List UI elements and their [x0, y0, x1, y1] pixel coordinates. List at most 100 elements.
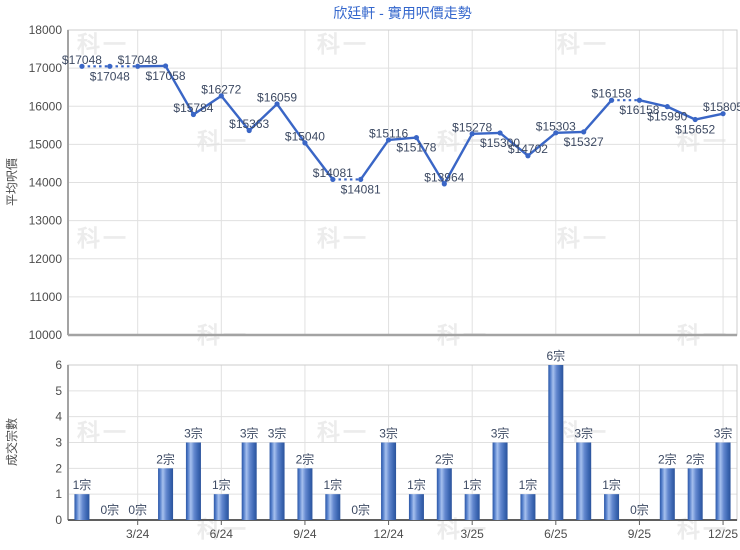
price-data-point	[608, 97, 615, 103]
volume-y-tick-label: 4	[55, 410, 62, 424]
price-data-point	[330, 176, 336, 183]
price-point-label: $17048	[90, 69, 130, 83]
price-data-point	[218, 93, 224, 99]
price-point-label: $15784	[173, 101, 213, 115]
volume-bar	[213, 494, 229, 520]
volume-bar-label: 2宗	[658, 451, 677, 466]
volume-bar	[548, 365, 564, 520]
price-y-tick-label: 17000	[29, 61, 63, 75]
price-data-point	[358, 176, 364, 183]
volume-bar-label: 2宗	[435, 451, 454, 466]
volume-bar	[576, 442, 592, 520]
price-line-segment	[638, 99, 669, 108]
volume-y-tick-label: 6	[55, 358, 62, 372]
price-line-segment	[666, 105, 697, 121]
volume-bar	[74, 494, 90, 520]
price-point-label: $17058	[146, 69, 186, 83]
volume-bar-label: 2宗	[156, 451, 175, 466]
watermark-text: 科一	[557, 225, 609, 251]
x-tick-label: 12/24	[374, 527, 404, 541]
volume-y-tick-label: 2	[55, 461, 62, 475]
price-point-label: $15040	[285, 129, 325, 143]
price-line-segment	[247, 102, 279, 132]
volume-bar	[715, 442, 731, 520]
price-line-segment	[192, 94, 223, 116]
volume-bar	[297, 468, 313, 520]
watermark-text: 科一	[677, 128, 729, 154]
volume-bar-label: 3宗	[379, 426, 398, 441]
price-y-tick-label: 14000	[29, 176, 63, 190]
price-line-segment	[359, 138, 390, 181]
price-point-label: $14081	[341, 182, 381, 196]
price-data-point	[525, 153, 531, 159]
volume-bar	[464, 494, 480, 520]
price-line-segment	[582, 99, 613, 134]
volume-bar-label: 1宗	[73, 477, 92, 492]
price-line-segment	[693, 112, 725, 121]
tick-labels: 1800017000160001500014000130001200011000…	[29, 23, 739, 541]
price-data-point	[664, 104, 670, 110]
price-point-label: $14081	[313, 166, 353, 180]
watermark-text: 科一	[317, 225, 369, 251]
volume-y-tick-label: 1	[55, 487, 62, 501]
price-data-point	[553, 130, 559, 136]
volume-bar	[659, 468, 675, 520]
volume-bar	[604, 494, 620, 520]
price-line-segment	[526, 131, 558, 157]
volume-bar	[520, 494, 536, 520]
volume-bar-label: 1宗	[212, 477, 231, 492]
volume-bar	[325, 494, 341, 520]
volume-bar	[381, 442, 397, 520]
price-data-point	[385, 137, 392, 143]
volume-bar-label: 0宗	[128, 502, 147, 517]
x-tick-label: 9/24	[293, 527, 317, 541]
price-point-label: $15990	[647, 110, 687, 124]
price-data-point	[692, 116, 698, 123]
watermark-text: 科一	[77, 31, 129, 57]
price-data-point	[162, 63, 169, 69]
price-data-point	[274, 101, 280, 107]
price-point-label: $15652	[675, 123, 715, 137]
watermark-text: 科一	[557, 31, 609, 57]
price-y-tick-label: 13000	[29, 214, 63, 228]
price-point-label: $15178	[396, 141, 436, 155]
volume-y-tick-label: 3	[55, 436, 62, 450]
volume-bar	[185, 442, 201, 520]
price-point-label: $15278	[452, 120, 492, 134]
price-point-label: $17048	[62, 53, 102, 67]
price-point-labels: $17048 $17048 $17048 $17058 $15784 $16272 $153…	[62, 53, 740, 197]
volume-bar-label: 0宗	[100, 502, 119, 517]
volume-bar	[269, 442, 285, 520]
watermark-text: 科一	[317, 419, 369, 445]
price-point-label: $15303	[536, 119, 576, 133]
price-data-point	[302, 140, 308, 146]
volume-bar	[436, 468, 452, 520]
watermark-text: 科一	[77, 225, 129, 251]
price-data-point	[469, 131, 475, 137]
price-data-point	[246, 127, 252, 134]
price-y-tick-label: 16000	[29, 99, 63, 113]
price-point-label: $14702	[508, 142, 548, 156]
price-data-point	[190, 111, 197, 118]
price-line	[79, 63, 726, 187]
price-point-label: $15363	[229, 117, 269, 131]
price-y-tick-label: 15000	[29, 137, 63, 151]
page-title: 欣廷軒 - 實用呎價走勢	[333, 5, 472, 21]
price-point-label: $15805	[703, 100, 740, 114]
x-tick-label: 6/24	[210, 527, 234, 541]
volume-bar	[408, 494, 424, 520]
watermark-text: 科一	[77, 419, 129, 445]
price-point-label: $16158	[619, 103, 659, 117]
price-point-label: $15116	[369, 126, 408, 140]
watermark-text: 科一	[557, 419, 609, 445]
price-data-point	[636, 97, 643, 103]
price-point-label: $17048	[118, 53, 158, 67]
volume-bar	[241, 442, 257, 520]
price-point-label: $15327	[564, 135, 604, 149]
volume-bar	[158, 468, 174, 520]
volume-bar-label: 1宗	[323, 477, 342, 492]
volume-bars: 1宗 0宗 0宗 2宗 3宗 1宗 3宗 3宗 2宗 1宗 0宗 3宗 1宗 2宗 1宗 3宗 1宗 6宗 3宗 1宗…	[73, 348, 732, 520]
